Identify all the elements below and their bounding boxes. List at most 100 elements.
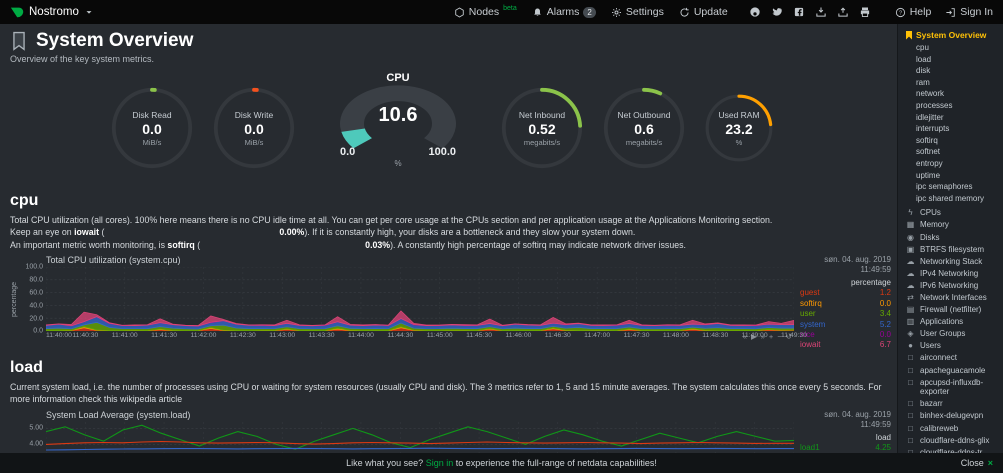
cpu-chart-plot[interactable]: 0.0 20.0 40.0 60.0 80.0 100.0 «▶» + − ↺ [25, 264, 794, 341]
sidebar-item-ipv4-networking[interactable]: ☁ IPv4 Networking [906, 269, 1000, 279]
text-segment: . [769, 215, 773, 225]
chart-tool-reset-zoom[interactable]: ↺ [785, 332, 792, 342]
applications-monitoring-link[interactable]: Applications Monitoring section [648, 215, 770, 225]
sidebar-item-cloudflare-ddns-tr[interactable]: □ cloudflare-ddns-tr [906, 448, 1000, 453]
sidebar-subitem-disk[interactable]: disk [916, 66, 931, 76]
help-button[interactable]: ? Help [895, 6, 931, 18]
sidebar-item-bazarr[interactable]: □ bazarr [906, 399, 1000, 409]
legend-row-guest[interactable]: guest 1.2 [800, 288, 891, 298]
sidebar-item-cloudflare-ddns-glix[interactable]: □ cloudflare-ddns-glix [906, 436, 1000, 446]
import-snapshot-icon[interactable] [815, 6, 827, 18]
chart-tool-pan-forward[interactable]: » [760, 332, 765, 342]
sidebar-item-firewall-netfilter[interactable]: ▤ Firewall (netfilter) [906, 305, 1000, 315]
chart-tool-play[interactable]: ▶ [750, 332, 757, 342]
sidebar-item-network-interfaces[interactable]: ⇄ Network Interfaces [906, 293, 1000, 303]
cpus-icon: ϟ [908, 208, 913, 218]
sidebar-item-apcupsd-influxdb-exporter[interactable]: □ apcupsd-influxdb-exporter [906, 378, 1000, 397]
sidebar-item-cpus[interactable]: ϟ CPUs [906, 208, 1000, 218]
cpu-chart-xtick: 11:48:00 [662, 332, 689, 340]
github-icon[interactable] [749, 6, 761, 18]
text-segment: ( [194, 239, 201, 250]
text-segment: ( [99, 227, 105, 238]
gauge-used_ram[interactable]: Used RAM 23.2% [704, 93, 774, 163]
gauge-net_in[interactable]: Net Inbound 0.52 megabits/s [500, 86, 584, 170]
banner-close-button[interactable]: Close × [961, 458, 993, 468]
chart-tool-zoom-out[interactable]: − [777, 332, 782, 342]
sidebar-item-calibreweb[interactable]: □ calibreweb [906, 424, 1000, 434]
load-chart-plot[interactable]: 3.004.005.00«▶»+−↺ [29, 421, 794, 453]
sidebar-subitem-softnet[interactable]: softnet [916, 147, 941, 157]
memory-icon: ▦ [906, 220, 915, 230]
sidebar-item-ipv6-networking[interactable]: ☁ IPv6 Networking [906, 281, 1000, 291]
twitter-icon[interactable] [771, 6, 783, 18]
cpus-section-link[interactable]: CPUs section [465, 215, 520, 225]
banner-signin-link[interactable]: Sign in [425, 458, 454, 468]
signin-icon [946, 7, 956, 17]
iowait-inline-chart[interactable] [104, 227, 279, 235]
sidebar-item-btrfs-filesystem[interactable]: ▣ BTRFS filesystem [906, 245, 1000, 255]
gauge-disk_write[interactable]: Disk Write 0.0 MiB/s [212, 86, 296, 170]
sidebar-subitem-load[interactable]: load [916, 54, 932, 64]
legend-row-iowait[interactable]: iowait 6.7 [800, 340, 891, 350]
cpu-chart-xtick: 11:41:30 [151, 332, 178, 340]
chart-tool-zoom-in[interactable]: + [768, 332, 774, 342]
cpu-chart-canvas[interactable] [46, 267, 794, 332]
sidebar-item-system-overview[interactable]: System Overview [906, 30, 1000, 40]
load-chart-canvas[interactable] [46, 421, 794, 453]
sidebar-subitem-network[interactable]: network [916, 89, 945, 99]
sidebar-subitem-idlejitter[interactable]: idlejitter [916, 112, 944, 122]
legend-time: 11:49:59 [860, 265, 891, 275]
sidebar-item-networking-stack[interactable]: ☁ Networking Stack [906, 257, 1000, 267]
cpu-chart-toolbox: «▶» + − ↺ [743, 332, 792, 341]
cpu-chart-title: Total CPU utilization (system.cpu) [46, 255, 181, 266]
print-icon[interactable] [859, 6, 871, 18]
sidebar-subitem-uptime[interactable]: uptime [916, 170, 941, 180]
sidebar-item-applications[interactable]: ▥ Applications [906, 317, 1000, 327]
cpu-chart[interactable]: percentage Total CPU utilization (system.… [10, 255, 891, 350]
legend-row-user[interactable]: user 3.4 [800, 309, 891, 319]
gauge-net_out[interactable]: Net Outbound 0.6 megabits/s [602, 86, 686, 170]
sidebar-subitem-interrupts[interactable]: interrupts [916, 124, 950, 134]
gear-icon [611, 7, 621, 17]
nodes-button[interactable]: Nodes beta [454, 5, 517, 18]
update-button[interactable]: Update [679, 6, 728, 18]
settings-button[interactable]: Settings [611, 6, 664, 18]
legend-row-load1[interactable]: load1 4.25 [800, 443, 891, 453]
export-snapshot-icon[interactable] [837, 6, 849, 18]
sidebar-item-disks[interactable]: ◉ Disks [906, 233, 1000, 243]
sidebar-item-binhex-delugevpn[interactable]: □ binhex-delugevpn [906, 411, 1000, 421]
gauge-cpu[interactable]: CPU 10.6 0.0 100.0% [314, 72, 482, 184]
sidebar-subitem-processes[interactable]: processes [916, 100, 953, 110]
legend-row-softirq[interactable]: softirq 0.0 [800, 299, 891, 309]
facebook-icon[interactable] [793, 6, 805, 18]
legend-row-system[interactable]: system 5.2 [800, 320, 891, 330]
load-chart[interactable]: System Load Average (system.load)3.004.0… [10, 410, 891, 453]
legend-row-nice[interactable]: nice 0.0 [800, 330, 891, 340]
cpu-gauge-arc [340, 85, 456, 149]
sidebar-item-user-groups[interactable]: ◈ User Groups [906, 329, 1000, 339]
node-selector[interactable]: Nostromo [10, 5, 94, 19]
sidebar-item-users[interactable]: ● Users [906, 341, 1000, 351]
sidebar-subitem-ipc-shared-memory[interactable]: ipc shared memory [916, 193, 985, 203]
sidebar-subitem-cpu[interactable]: cpu [916, 43, 929, 52]
applications-icon: ▥ [906, 317, 915, 327]
sidebar-subitem-ram[interactable]: ram [916, 77, 930, 87]
sidebar-item-airconnect[interactable]: □ airconnect [906, 353, 1000, 363]
alarms-button[interactable]: Alarms 2 [532, 6, 596, 18]
sidebar-subitem-ipc-semaphores[interactable]: ipc semaphores [916, 182, 973, 192]
sidebar-item-apacheguacamole[interactable]: □ apacheguacamole [906, 366, 1000, 376]
bottom-banner: Like what you see? Sign in to experience… [0, 453, 1003, 473]
networking-stack-icon: ☁ [906, 256, 915, 266]
wikipedia-link[interactable]: this wikipedia article [103, 394, 183, 405]
chart-tool-pan-backward[interactable]: « [742, 332, 747, 342]
sidebar-item-memory[interactable]: ▦ Memory [906, 220, 1000, 230]
cpu-gauge-minmax: 0.0 100.0 [314, 146, 482, 158]
sidebar-subitem-softirq[interactable]: softirq [916, 135, 938, 145]
ipv4-networking-icon: ☁ [906, 268, 915, 278]
gauge-disk_read[interactable]: Disk Read 0.0 MiB/s [110, 86, 194, 170]
ipv6-networking-icon: ☁ [906, 280, 915, 290]
softirq-inline-chart[interactable] [200, 240, 365, 248]
signin-button[interactable]: Sign In [945, 6, 993, 18]
sidebar-subitem-entropy[interactable]: entropy [916, 158, 943, 168]
cpu-chart-plot-zone: percentage Total CPU utilization (system.… [10, 255, 807, 350]
